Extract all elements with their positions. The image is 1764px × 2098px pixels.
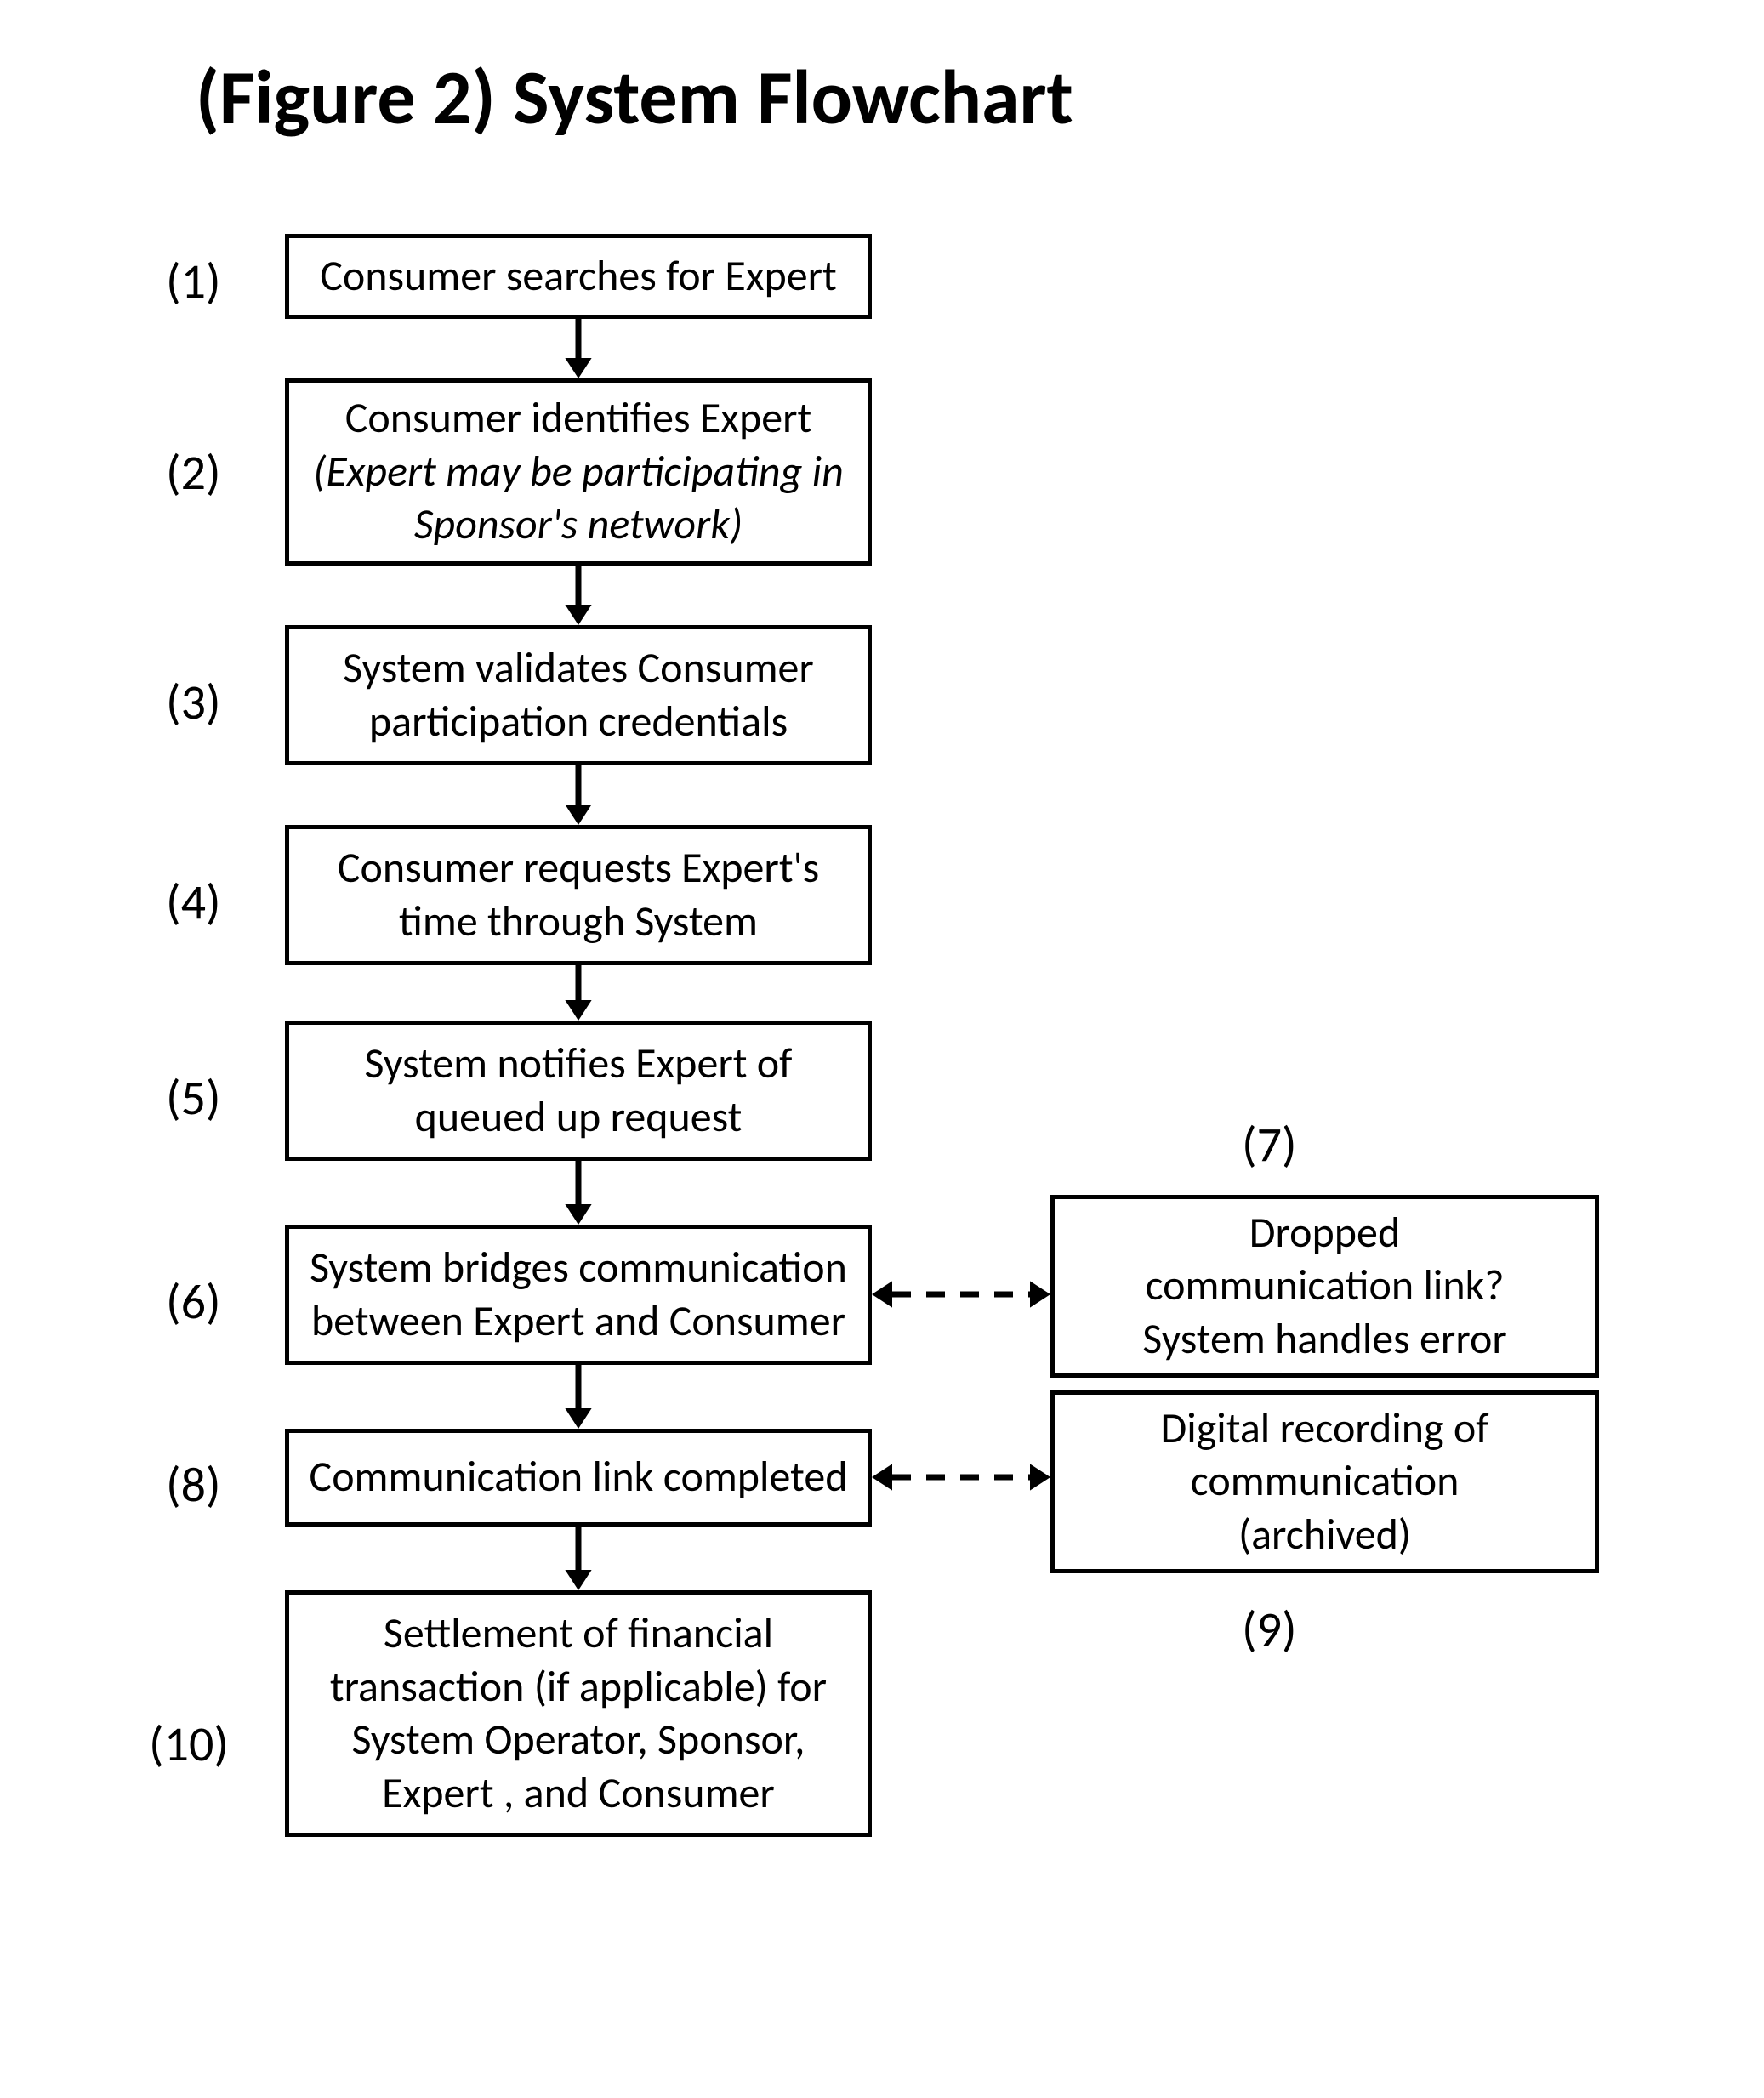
flow-node-text: Dropped	[1249, 1207, 1400, 1260]
arrow-down-1	[544, 285, 612, 412]
step-number-n1: (1)	[166, 251, 221, 311]
flow-node-text: System Operator, Sponsor,	[352, 1714, 805, 1767]
step-number-n5: (5)	[166, 1067, 221, 1128]
flow-node-text: (Expert may be participating in	[313, 446, 844, 499]
step-number-n4: (4)	[166, 872, 221, 932]
arrow-down-7	[544, 1492, 612, 1624]
arrow-double-dashed-2	[838, 1443, 1084, 1511]
flow-node-text: communication link?	[1145, 1259, 1504, 1313]
step-number-n7: (7)	[1242, 1114, 1297, 1174]
step-number-n6: (6)	[166, 1271, 221, 1332]
flow-node-n7: Droppedcommunication link?System handles…	[1050, 1195, 1599, 1378]
flow-node-text: (archived)	[1238, 1509, 1411, 1562]
arrow-down-6	[544, 1331, 612, 1463]
flow-node-text: Digital recording of	[1160, 1402, 1488, 1456]
arrow-down-2	[544, 532, 612, 659]
arrow-down-3	[544, 731, 612, 859]
arrow-double-dashed-1	[838, 1260, 1084, 1328]
flow-node-text: transaction (if applicable) for	[330, 1661, 827, 1714]
step-number-n10: (10)	[149, 1714, 229, 1774]
step-number-n9: (9)	[1242, 1599, 1297, 1659]
flow-node-text: System handles error	[1142, 1313, 1507, 1367]
arrow-down-5	[544, 1127, 612, 1259]
step-number-n2: (2)	[166, 442, 221, 503]
step-number-n3: (3)	[166, 672, 221, 732]
flow-node-n10: Settlement of financialtransaction (if a…	[285, 1590, 872, 1837]
figure-title: (Figure 2) System Flowchart	[196, 51, 1073, 145]
flow-node-text: communication	[1191, 1455, 1460, 1509]
step-number-n8: (8)	[166, 1454, 221, 1515]
flow-node-n9: Digital recording ofcommunication(archiv…	[1050, 1390, 1599, 1573]
arrow-down-4	[544, 931, 612, 1055]
flow-node-text: Expert , and Consumer	[382, 1767, 775, 1821]
